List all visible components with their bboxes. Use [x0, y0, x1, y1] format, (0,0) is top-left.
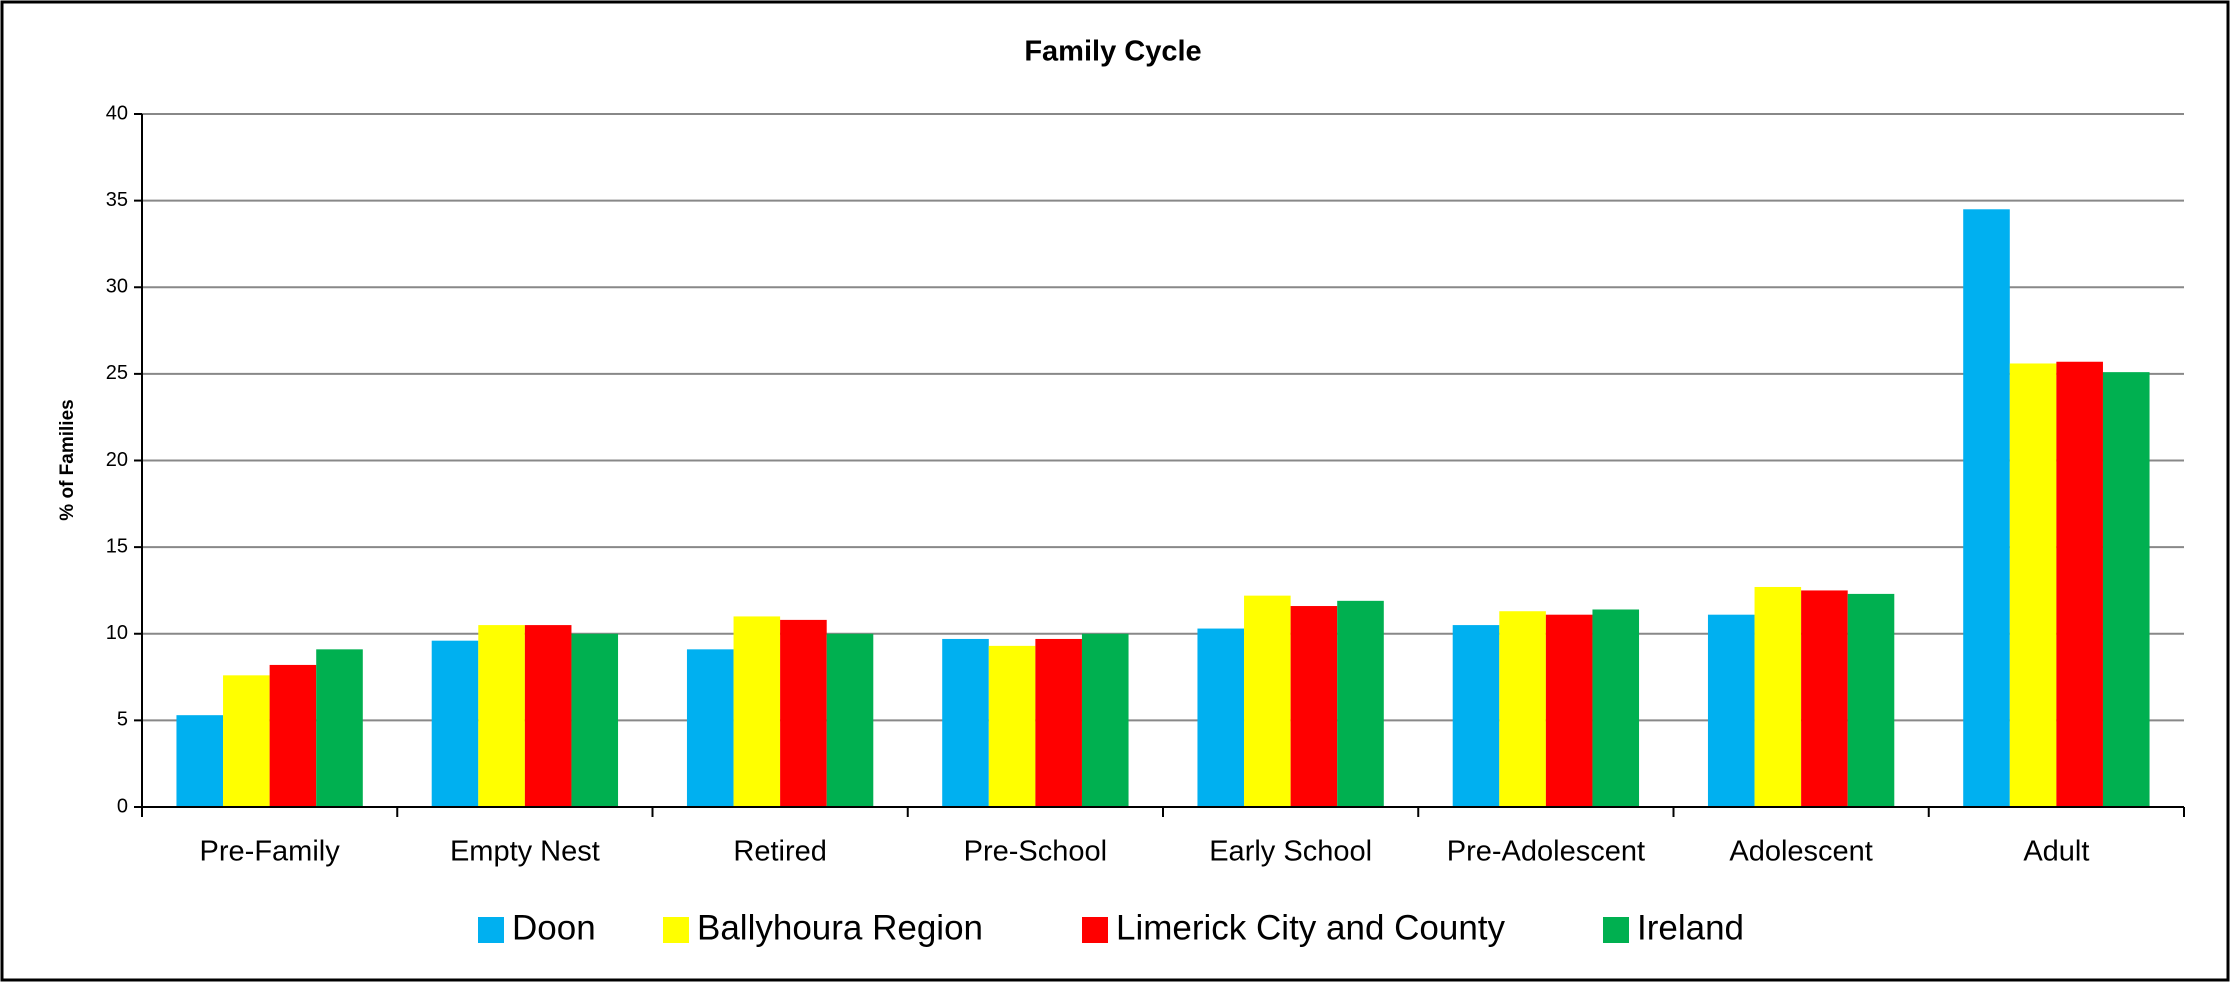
- y-tick-label: 0: [117, 795, 128, 817]
- y-axis-label: % of Families: [57, 399, 78, 520]
- bar: [1707, 614, 1755, 807]
- bar: [1244, 595, 1291, 807]
- bar: [1337, 600, 1384, 807]
- legend-label: Limerick City and County: [1116, 908, 1506, 947]
- y-tick-label: 35: [106, 189, 128, 211]
- legend-label: Ireland: [1637, 908, 1744, 947]
- bar: [1963, 209, 2010, 808]
- bar: [1452, 625, 1500, 807]
- bar: [1592, 609, 1640, 807]
- chart-title: Family Cycle: [1024, 36, 1201, 68]
- bar: [1081, 633, 1129, 807]
- bar: [269, 664, 317, 807]
- x-tick-label: Empty Nest: [450, 836, 600, 868]
- bar: [1545, 614, 1593, 807]
- x-tick-label: Pre-Family: [200, 836, 341, 868]
- bar: [1035, 638, 1082, 807]
- legend-swatch: [1082, 917, 1108, 943]
- x-tick-label: Early School: [1209, 836, 1372, 868]
- bar: [2102, 372, 2150, 807]
- bar: [2056, 361, 2103, 807]
- bar: [988, 645, 1036, 807]
- bar: [826, 633, 874, 807]
- bar: [316, 649, 363, 807]
- x-tick-label: Pre-Adolescent: [1447, 836, 1645, 868]
- legend-label: Doon: [512, 908, 596, 947]
- bar: [780, 619, 827, 807]
- bar: [524, 625, 572, 807]
- legend-label: Ballyhoura Region: [697, 908, 983, 947]
- bar: [942, 638, 989, 807]
- legend-swatch: [663, 917, 689, 943]
- x-tick-label: Adolescent: [1729, 836, 1873, 868]
- x-tick-label: Retired: [733, 836, 827, 868]
- y-tick-label: 20: [106, 449, 128, 471]
- bar: [1290, 606, 1338, 807]
- y-tick-label: 5: [117, 709, 128, 731]
- y-tick-label: 30: [106, 276, 128, 298]
- bar: [1801, 590, 1848, 807]
- bar: [1499, 611, 1546, 807]
- x-tick-label: Pre-School: [964, 836, 1107, 868]
- y-tick-label: 10: [106, 622, 128, 644]
- bar: [176, 715, 224, 807]
- bar: [1197, 628, 1245, 807]
- x-tick-label: Adult: [2023, 836, 2089, 868]
- y-tick-label: 25: [106, 362, 128, 384]
- bar: [223, 675, 270, 807]
- bar: [478, 625, 525, 807]
- bar: [1847, 593, 1895, 807]
- bar: [431, 640, 479, 807]
- bar: [571, 633, 619, 807]
- legend-swatch: [1603, 917, 1629, 943]
- y-tick-label: 15: [106, 535, 128, 557]
- y-tick-label: 40: [106, 102, 128, 124]
- bar: [1754, 586, 1802, 807]
- legend-swatch: [478, 917, 504, 943]
- bar: [2009, 363, 2057, 807]
- bar: [686, 649, 734, 807]
- bar: [733, 616, 781, 807]
